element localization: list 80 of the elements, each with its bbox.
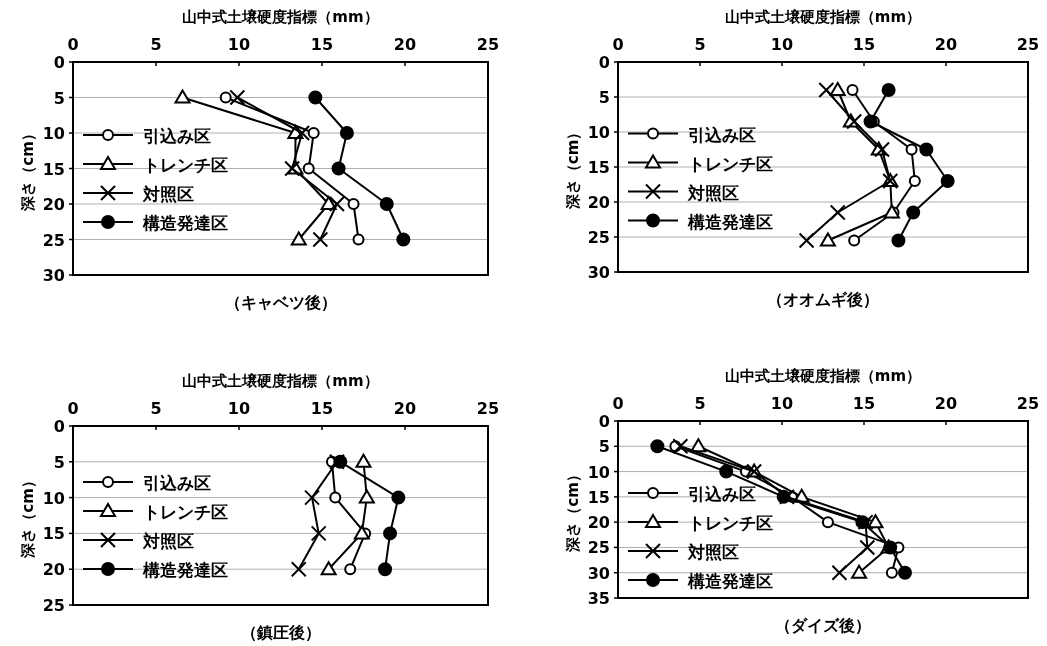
x-tick-label: 25 <box>476 399 500 418</box>
x-tick-label: 15 <box>852 394 876 413</box>
x-tick-label: 15 <box>310 399 334 418</box>
y-tick-label: 0 <box>53 53 65 72</box>
y-tick-label: 35 <box>587 589 610 608</box>
x-tick-label: 20 <box>393 399 417 418</box>
y-tick-label: 30 <box>587 263 610 282</box>
legend-label: 引込み区 <box>143 473 211 493</box>
x-axis-title: 山中式土壌硬度指標（mm） <box>182 8 379 26</box>
text: （鎮圧後） <box>240 623 321 642</box>
legend-label: 対照区 <box>142 184 194 204</box>
x-tick-label: 25 <box>476 35 500 54</box>
y-tick-label: 30 <box>587 563 610 583</box>
legend-label: 構造発達区 <box>142 213 228 233</box>
x-tick-label: 20 <box>393 35 417 54</box>
x-tick-label: 15 <box>852 35 876 54</box>
x-tick-label: 5 <box>150 35 162 54</box>
x-axis-title: 山中式土壌硬度指標（mm） <box>724 367 922 385</box>
x-tick-label: 10 <box>227 35 251 54</box>
legend-label: 構造発達区 <box>687 211 773 232</box>
legend-label: トレンチ区 <box>688 513 773 533</box>
legend-label: トレンチ区 <box>143 155 228 175</box>
y-tick-label: 20 <box>42 195 65 214</box>
x-axis-title: 山中式土壌硬度指標（mm） <box>724 8 922 26</box>
y-tick-label: 0 <box>53 417 65 436</box>
y-tick-label: 15 <box>42 159 65 179</box>
y-tick-label: 30 <box>42 266 65 285</box>
x-tick-label: 20 <box>934 394 958 413</box>
y-tick-label: 15 <box>587 487 610 507</box>
y-tick-label: 5 <box>598 88 610 107</box>
y-tick-label: 5 <box>53 88 65 108</box>
x-tick-label: 10 <box>227 399 251 418</box>
y-tick-label: 10 <box>587 123 610 142</box>
legend-label: 引込み区 <box>143 126 211 146</box>
y-tick-label: 25 <box>42 230 65 250</box>
y-tick-label: 15 <box>587 158 610 177</box>
x-tick-label: 5 <box>694 35 706 54</box>
text: （キャベツ後） <box>224 293 337 312</box>
y-tick-label: 0 <box>598 412 610 431</box>
y-tick-label: 25 <box>587 538 610 558</box>
legend-label: 対照区 <box>687 542 739 562</box>
legend-label: 引込み区 <box>688 484 756 504</box>
y-axis-title: 深さ（cm） <box>564 124 582 211</box>
text: （オオムギ後） <box>767 290 879 309</box>
y-tick-label: 20 <box>42 560 65 580</box>
x-tick-label: 15 <box>310 35 334 54</box>
x-tick-label: 0 <box>67 35 79 54</box>
y-tick-label: 0 <box>598 53 610 72</box>
y-tick-label: 25 <box>587 228 610 247</box>
x-tick-label: 0 <box>67 399 79 418</box>
x-tick-label: 25 <box>1016 394 1040 413</box>
y-tick-label: 20 <box>587 193 610 212</box>
legend-label: 構造発達区 <box>687 571 773 591</box>
x-tick-label: 0 <box>612 35 624 54</box>
y-axis-title: 深さ（cm） <box>564 467 582 553</box>
legend-label: トレンチ区 <box>688 153 773 174</box>
y-axis-title: 深さ（cm） <box>19 473 37 559</box>
y-tick-label: 10 <box>42 124 65 143</box>
x-tick-label: 0 <box>612 394 624 413</box>
y-tick-label: 25 <box>42 596 65 615</box>
y-tick-label: 15 <box>42 524 65 544</box>
x-axis-title: 山中式土壌硬度指標（mm） <box>182 372 379 390</box>
x-tick-label: 25 <box>1016 35 1040 54</box>
x-tick-label: 5 <box>694 394 706 413</box>
text: （ダイズ後） <box>775 616 871 635</box>
legend-label: 構造発達区 <box>142 560 228 580</box>
y-tick-label: 5 <box>598 437 610 457</box>
y-axis-title: 深さ（cm） <box>19 126 37 212</box>
legend-label: トレンチ区 <box>143 502 228 522</box>
y-tick-label: 20 <box>587 513 610 533</box>
x-tick-label: 10 <box>770 35 794 54</box>
x-tick-label: 5 <box>150 399 162 418</box>
legend-label: 引込み区 <box>688 124 756 145</box>
y-tick-label: 5 <box>53 452 65 472</box>
x-tick-label: 10 <box>770 394 794 413</box>
legend-label: 対照区 <box>142 531 194 551</box>
legend-label: 対照区 <box>687 182 739 203</box>
y-tick-label: 10 <box>587 462 610 482</box>
y-tick-label: 10 <box>42 488 65 508</box>
x-tick-label: 20 <box>934 35 958 54</box>
